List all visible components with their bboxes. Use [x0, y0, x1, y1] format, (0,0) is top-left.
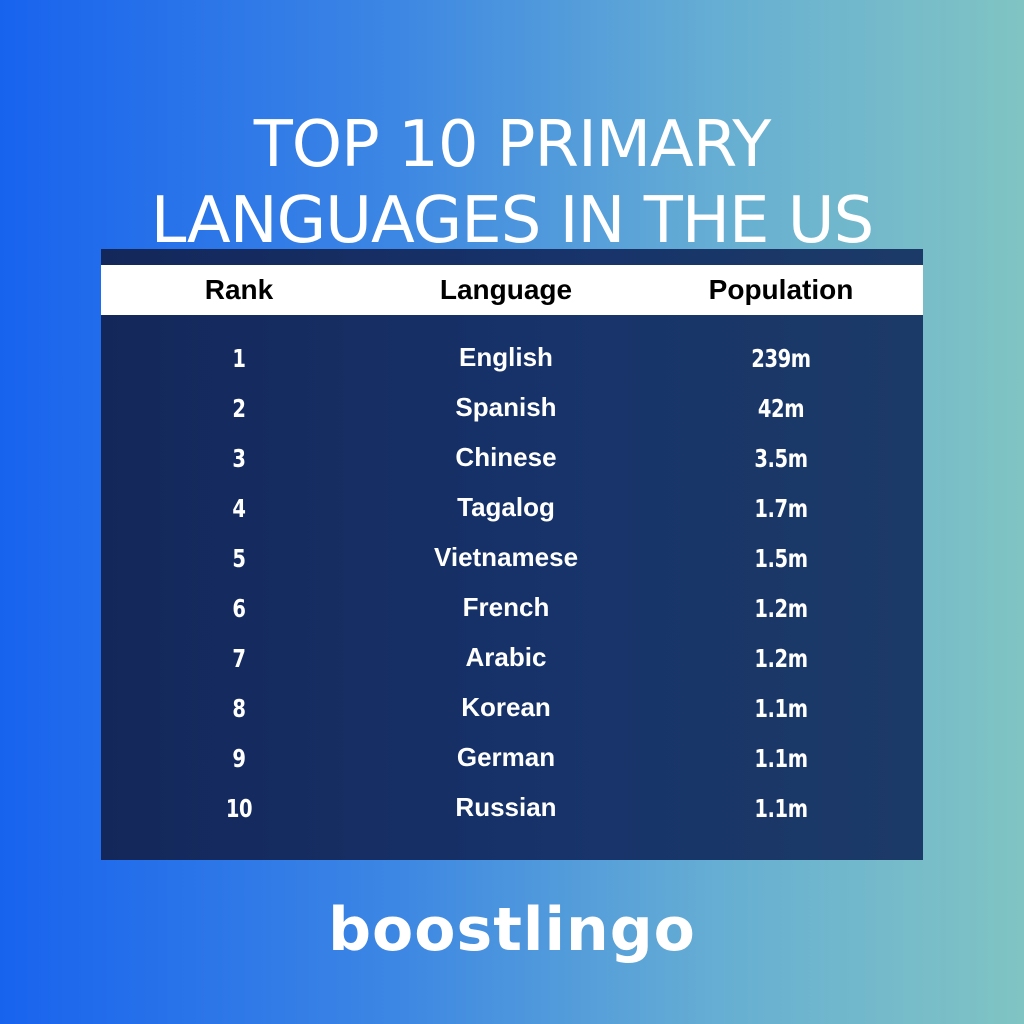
- rank-cell: 2: [232, 394, 246, 423]
- header-population: Population: [708, 274, 854, 305]
- table-row: 1 English 239m: [101, 334, 923, 384]
- language-cell: German: [456, 742, 556, 772]
- brand-logo: boostlingo: [328, 895, 696, 965]
- population-cell: 1.1m: [754, 694, 808, 723]
- table-row: 9 German 1.1m: [101, 734, 923, 784]
- population-cell: 1.2m: [754, 594, 808, 623]
- table-row: 6 French 1.2m: [101, 584, 923, 634]
- rank-cell: 1: [232, 344, 246, 373]
- title-line-2: LANGUAGES IN THE US: [150, 183, 874, 258]
- table-row: 7 Arabic 1.2m: [101, 634, 923, 684]
- language-cell: Arabic: [465, 642, 547, 672]
- table-row: 10 Russian 1.1m: [101, 784, 923, 834]
- population-cell: 1.2m: [754, 644, 808, 673]
- language-cell: English: [459, 342, 553, 372]
- header-language: Language: [439, 274, 573, 305]
- languages-table: Rank Language Population 1 English 239m …: [101, 249, 923, 860]
- language-cell: French: [462, 592, 550, 622]
- population-cell: 1.1m: [754, 744, 808, 773]
- table-row: 2 Spanish 42m: [101, 384, 923, 434]
- table-row: 3 Chinese 3.5m: [101, 434, 923, 484]
- rank-cell: 5: [232, 544, 246, 573]
- population-cell: 3.5m: [754, 444, 808, 473]
- language-cell: Chinese: [455, 442, 557, 472]
- table-row: 4 Tagalog 1.7m: [101, 484, 923, 534]
- rank-cell: 10: [225, 794, 253, 823]
- language-cell: Russian: [455, 792, 557, 822]
- title-line-1: TOP 10 PRIMARY: [253, 107, 772, 182]
- rank-cell: 3: [232, 444, 246, 473]
- rank-cell: 7: [232, 644, 246, 673]
- header-rank: Rank: [204, 274, 274, 305]
- population-cell: 1.1m: [754, 794, 808, 823]
- language-cell: Tagalog: [457, 492, 555, 522]
- rank-cell: 9: [232, 744, 246, 773]
- table-body: 1 English 239m 2 Spanish 42m 3 Chinese 3…: [101, 334, 923, 834]
- rank-cell: 6: [232, 594, 246, 623]
- language-cell: Korean: [461, 692, 551, 722]
- page-title: TOP 10 PRIMARY LANGUAGES IN THE US: [0, 107, 1024, 259]
- table-header-row: Rank Language Population: [101, 265, 923, 315]
- table-row: 8 Korean 1.1m: [101, 684, 923, 734]
- rank-cell: 4: [232, 494, 246, 523]
- population-cell: 42m: [757, 394, 805, 423]
- table-row: 5 Vietnamese 1.5m: [101, 534, 923, 584]
- population-cell: 1.7m: [754, 494, 808, 523]
- language-cell: Vietnamese: [433, 542, 579, 572]
- population-cell: 1.5m: [754, 544, 808, 573]
- rank-cell: 8: [232, 694, 246, 723]
- language-cell: Spanish: [455, 392, 557, 422]
- population-cell: 239m: [751, 344, 811, 373]
